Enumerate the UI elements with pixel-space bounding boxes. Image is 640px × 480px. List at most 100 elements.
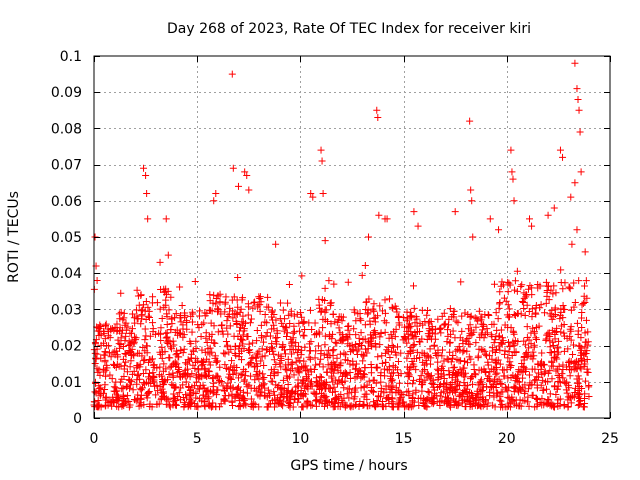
band-point xyxy=(212,300,220,308)
band-point xyxy=(102,393,110,401)
band-point xyxy=(560,320,568,328)
band-point xyxy=(585,383,593,391)
band-point xyxy=(484,361,492,369)
band-point xyxy=(421,376,429,384)
band-point xyxy=(159,389,167,397)
band-point xyxy=(160,378,168,386)
band-point xyxy=(304,385,312,393)
band-point xyxy=(204,345,212,353)
band-point xyxy=(542,385,550,393)
band-point xyxy=(519,363,527,371)
band-point xyxy=(560,329,568,337)
band-point xyxy=(185,382,193,390)
band-point xyxy=(455,343,463,351)
band-point xyxy=(157,330,165,338)
band-point xyxy=(363,381,371,389)
outlier-point xyxy=(383,215,391,223)
outlier-point xyxy=(365,233,373,241)
band-point xyxy=(551,353,559,361)
band-point xyxy=(110,399,118,407)
band-point xyxy=(488,355,496,363)
band-point xyxy=(100,327,108,335)
band-point xyxy=(268,343,276,351)
band-point xyxy=(561,279,569,287)
outlier-point xyxy=(321,237,329,245)
band-point xyxy=(552,367,560,375)
band-point xyxy=(513,374,521,382)
band-point xyxy=(199,359,207,367)
band-point xyxy=(321,284,329,292)
band-point xyxy=(270,350,278,358)
y-tick-label: 0.04 xyxy=(51,266,82,282)
band-point xyxy=(532,334,540,342)
band-point xyxy=(423,369,431,377)
band-point xyxy=(260,361,268,369)
band-point xyxy=(208,307,216,315)
band-point xyxy=(167,326,175,334)
band-point xyxy=(136,385,144,393)
band-point xyxy=(308,382,316,390)
band-point xyxy=(504,288,512,296)
band-point xyxy=(316,385,324,393)
band-point xyxy=(495,332,503,340)
band-point xyxy=(146,369,154,377)
band-point xyxy=(418,387,426,395)
band-point xyxy=(272,334,280,342)
band-point xyxy=(426,317,434,325)
band-point xyxy=(437,329,445,337)
band-point xyxy=(333,339,341,347)
x-tick-labels: 0 5 10 15 20 25 xyxy=(90,431,619,447)
band-point xyxy=(380,365,388,373)
band-point xyxy=(277,391,285,399)
band-point xyxy=(460,379,468,387)
band-point xyxy=(421,403,429,411)
band-point xyxy=(374,353,382,361)
band-point xyxy=(364,402,372,410)
band-point xyxy=(521,397,529,405)
band-point xyxy=(287,307,295,315)
band-point xyxy=(221,396,229,404)
band-point xyxy=(333,380,341,388)
band-point xyxy=(376,302,384,310)
band-point xyxy=(504,301,512,309)
band-point xyxy=(329,330,337,338)
band-point xyxy=(573,379,581,387)
band-point xyxy=(234,391,242,399)
band-point xyxy=(235,353,243,361)
band-point xyxy=(505,279,513,287)
band-point xyxy=(128,345,136,353)
band-point xyxy=(233,363,241,371)
band-point xyxy=(464,381,472,389)
band-point xyxy=(178,302,186,310)
band-point xyxy=(575,390,583,398)
band-point xyxy=(128,378,136,386)
band-point xyxy=(314,342,322,350)
band-point xyxy=(267,377,275,385)
band-point xyxy=(103,361,111,369)
band-point xyxy=(527,340,535,348)
band-point xyxy=(335,324,343,332)
band-point xyxy=(290,328,298,336)
band-point xyxy=(451,363,459,371)
band-point xyxy=(179,325,187,333)
band-point xyxy=(485,311,493,319)
band-point xyxy=(512,348,520,356)
band-point xyxy=(117,308,125,316)
band-point xyxy=(325,277,333,285)
band-point xyxy=(504,393,512,401)
band-point xyxy=(403,388,411,396)
band-point xyxy=(233,386,241,394)
band-point xyxy=(343,390,351,398)
band-point xyxy=(385,334,393,342)
band-point xyxy=(426,375,434,383)
outlier-point xyxy=(373,106,381,114)
band-point xyxy=(319,363,327,371)
band-point xyxy=(488,321,496,329)
band-point xyxy=(274,383,282,391)
band-point xyxy=(265,348,273,356)
band-point xyxy=(305,353,313,361)
band-point xyxy=(211,354,219,362)
band-point xyxy=(464,393,472,401)
band-point xyxy=(441,393,449,401)
band-point xyxy=(108,375,116,383)
